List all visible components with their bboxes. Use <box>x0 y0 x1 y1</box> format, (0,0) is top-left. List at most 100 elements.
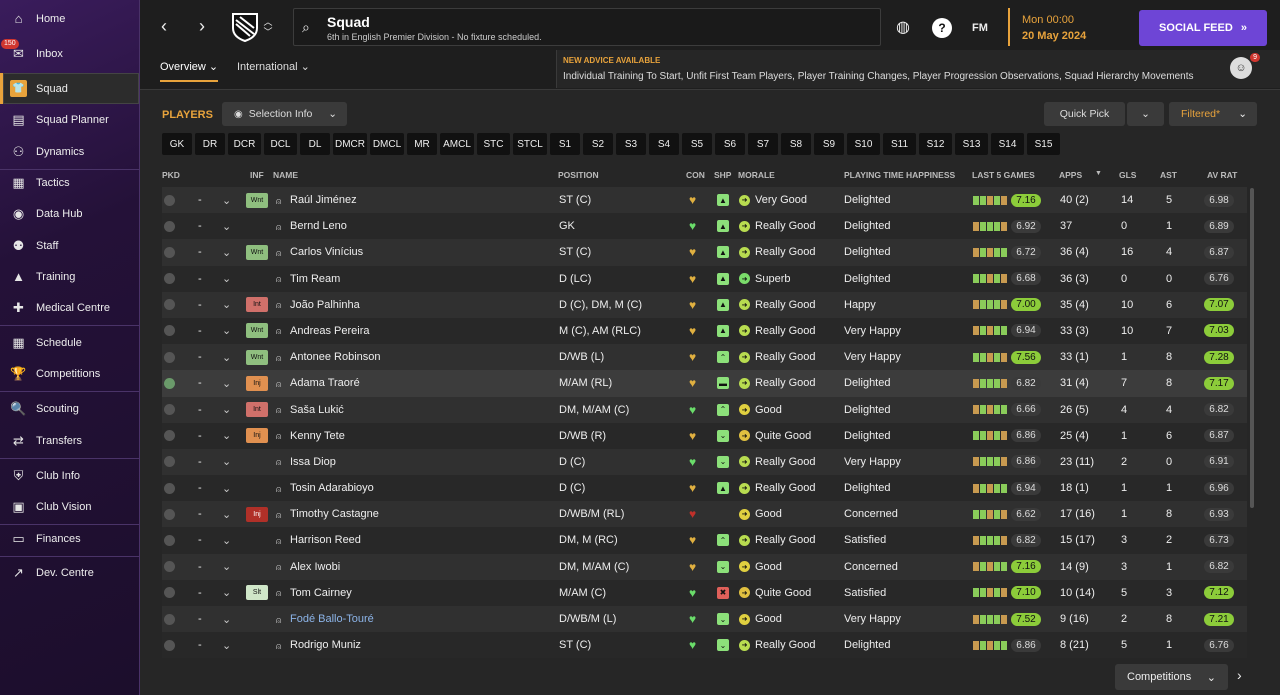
col-av-rat[interactable]: AV RAT <box>1207 170 1238 180</box>
col-con[interactable]: CON <box>686 170 705 180</box>
table-row[interactable]: - ⌄ Wnt ⍝ Antonee Robinson D/WB (L) ♥ ⌃ ➜ Really … <box>162 344 1247 371</box>
position-filter-s9[interactable]: S9 <box>814 133 844 155</box>
info-badge[interactable]: Inj <box>246 428 268 444</box>
picked-toggle[interactable] <box>164 239 175 265</box>
sidebar-item-schedule[interactable]: ▦ Schedule <box>0 327 139 358</box>
info-badge[interactable]: Wnt <box>246 349 268 365</box>
info-badge[interactable]: Wnt <box>246 323 268 339</box>
position-filter-s15[interactable]: S15 <box>1027 133 1060 155</box>
picked-toggle[interactable] <box>164 213 175 239</box>
position-filter-dl[interactable]: DL <box>300 133 330 155</box>
col-position[interactable]: POSITION <box>558 170 599 180</box>
position-filter-s4[interactable]: S4 <box>649 133 679 155</box>
table-row[interactable]: - ⌄ Wnt ⍝ Carlos Vinícius ST (C) ♥ ▲ ➜ Really Goo… <box>162 239 1247 266</box>
help-icon[interactable]: ? <box>932 18 952 38</box>
position-filter-dmcl[interactable]: DMCL <box>370 133 404 155</box>
picked-toggle[interactable] <box>164 318 175 344</box>
info-badge[interactable]: Slt <box>246 585 268 601</box>
position-filter-s12[interactable]: S12 <box>919 133 952 155</box>
picked-toggle[interactable] <box>164 632 175 658</box>
col-shp[interactable]: SHP <box>714 170 732 180</box>
selection-dropdown[interactable]: ⌄ <box>222 273 232 286</box>
player-name[interactable]: ⍝ Tom Cairney <box>276 580 352 606</box>
position-filter-dcr[interactable]: DCR <box>228 133 261 155</box>
table-row[interactable]: - ⌄ Inj ⍝ Kenny Tete D/WB (R) ♥ ⌄ ➜ Quite Good Del… <box>162 422 1247 449</box>
player-name[interactable]: ⍝ Issa Diop <box>276 449 336 475</box>
picked-toggle[interactable] <box>164 554 175 580</box>
club-badge-icon[interactable] <box>230 11 260 43</box>
sidebar-item-tactics[interactable]: ▦ Tactics <box>0 167 139 198</box>
competitions-dropdown[interactable]: Competitions ⌄ <box>1115 664 1228 690</box>
position-filter-s7[interactable]: S7 <box>748 133 778 155</box>
position-filter-s2[interactable]: S2 <box>583 133 613 155</box>
selection-dropdown[interactable]: ⌄ <box>222 639 232 652</box>
table-row[interactable]: - ⌄ ⍝ Fodé Ballo-Touré D/WB/M (L) ♥ ⌄ ➜ Good Very… <box>162 606 1247 633</box>
col-playing-time[interactable]: PLAYING TIME HAPPINESS <box>844 170 956 180</box>
col-last-5[interactable]: LAST 5 GAMES <box>972 170 1035 180</box>
selection-dropdown[interactable]: ⌄ <box>222 404 232 416</box>
sidebar-item-data-hub[interactable]: ◉ Data Hub <box>0 198 139 229</box>
sidebar-item-transfers[interactable]: ⇄ Transfers <box>0 425 139 456</box>
position-filter-s14[interactable]: S14 <box>991 133 1024 155</box>
picked-toggle[interactable] <box>164 449 175 475</box>
selection-dropdown[interactable]: ⌄ <box>222 194 232 207</box>
picked-toggle[interactable] <box>164 580 175 606</box>
player-name[interactable]: ⍝ Antonee Robinson <box>276 344 381 370</box>
sidebar-item-scouting[interactable]: 🔍 Scouting <box>0 393 139 424</box>
quick-pick-button[interactable]: Quick Pick <box>1044 102 1125 126</box>
picked-toggle[interactable] <box>164 266 175 292</box>
info-badge[interactable]: Wnt <box>246 244 268 260</box>
selection-dropdown[interactable]: ⌄ <box>222 377 232 390</box>
search-box[interactable]: ⌕ Squad 6th in English Premier Division … <box>293 8 881 46</box>
selection-dropdown[interactable]: ⌄ <box>222 534 232 547</box>
picked-toggle[interactable] <box>164 527 175 553</box>
selection-info-dropdown[interactable]: ◉ Selection Info ⌄ <box>222 102 347 126</box>
table-row[interactable]: - ⌄ ⍝ Rodrigo Muniz ST (C) ♥ ⌄ ➜ Really Good Deli… <box>162 632 1247 659</box>
position-filter-s8[interactable]: S8 <box>781 133 811 155</box>
position-filter-dcl[interactable]: DCL <box>264 133 297 155</box>
game-date[interactable]: Mon 00:00 20 May 2024 <box>1008 8 1128 46</box>
selection-dropdown[interactable]: ⌄ <box>222 456 232 469</box>
selection-dropdown[interactable]: ⌄ <box>222 299 232 312</box>
player-name[interactable]: ⍝ Tim Ream <box>276 266 340 292</box>
table-row[interactable]: - ⌄ Wnt ⍝ Andreas Pereira M (C), AM (RLC) ♥ ▲ ➜ R… <box>162 317 1247 345</box>
selection-dropdown[interactable]: ⌄ <box>222 613 232 626</box>
position-filter-s6[interactable]: S6 <box>715 133 745 155</box>
table-row[interactable]: - ⌄ Inj ⍝ Timothy Castagne D/WB/M (RL) ♥ ➜ Good C… <box>162 501 1247 528</box>
scrollbar[interactable] <box>1250 188 1254 508</box>
player-name[interactable]: ⍝ Adama Traoré <box>276 370 360 396</box>
picked-toggle[interactable] <box>164 397 175 423</box>
advice-banner[interactable]: NEW ADVICE AVAILABLE Individual Training… <box>556 50 1280 88</box>
sidebar-item-club-vision[interactable]: ▣ Club Vision <box>0 491 139 522</box>
selection-dropdown[interactable]: ⌄ <box>222 561 232 574</box>
info-badge[interactable]: Inj <box>246 375 268 391</box>
club-switch-chevrons-icon[interactable]: ︿ ﹀ <box>263 17 273 37</box>
table-row[interactable]: - ⌄ ⍝ Alex Iwobi DM, M/AM (C) ♥ ⌄ ➜ Good Concerne… <box>162 553 1247 580</box>
assistant-avatar-icon[interactable]: ☺ <box>1230 57 1252 79</box>
chevron-right-icon[interactable]: › <box>1237 667 1242 683</box>
info-badge[interactable]: Int <box>246 297 268 313</box>
position-filter-amcl[interactable]: AMCL <box>440 133 474 155</box>
position-filter-s5[interactable]: S5 <box>682 133 712 155</box>
player-name[interactable]: ⍝ Harrison Reed <box>276 527 361 553</box>
sidebar-item-inbox[interactable]: ✉ Inbox 150 <box>0 38 139 69</box>
sidebar-item-competitions[interactable]: 🏆 Competitions <box>0 358 139 389</box>
position-filter-stcl[interactable]: STCL <box>513 133 547 155</box>
picked-toggle[interactable] <box>164 475 175 501</box>
picked-toggle[interactable] <box>164 344 175 370</box>
selection-dropdown[interactable]: ⌄ <box>222 430 232 443</box>
sidebar-item-dev-centre[interactable]: ↗ Dev. Centre <box>0 557 139 588</box>
fm-menu-button[interactable]: FM <box>972 22 988 34</box>
col-ast[interactable]: AST <box>1160 170 1177 180</box>
info-badge[interactable]: Int <box>246 402 268 417</box>
picked-toggle[interactable] <box>164 292 175 318</box>
col-name[interactable]: NAME <box>273 170 299 180</box>
col-apps[interactable]: APPS <box>1059 170 1083 180</box>
position-filter-s13[interactable]: S13 <box>955 133 988 155</box>
sidebar-item-home[interactable]: ⌂ Home <box>0 3 139 34</box>
picked-toggle[interactable] <box>164 187 175 213</box>
picked-toggle[interactable] <box>164 606 175 632</box>
col-pkd[interactable]: PKD <box>162 170 180 180</box>
picked-toggle[interactable] <box>164 423 175 449</box>
sidebar-item-squad-planner[interactable]: ▤ Squad Planner <box>0 104 139 135</box>
